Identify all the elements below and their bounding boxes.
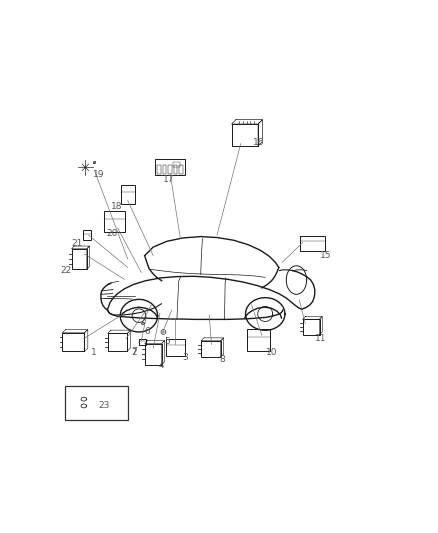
Bar: [120, 185, 135, 204]
Bar: [92, 161, 95, 163]
Bar: [145, 343, 162, 365]
Text: 3: 3: [183, 353, 188, 362]
Bar: [163, 165, 166, 174]
Text: 10: 10: [265, 348, 277, 357]
Text: 7: 7: [131, 347, 137, 356]
Text: 22: 22: [61, 266, 72, 276]
Text: 18: 18: [111, 202, 123, 211]
Bar: [168, 165, 172, 174]
Bar: [179, 165, 183, 174]
Bar: [108, 333, 127, 351]
Bar: [232, 124, 258, 146]
Text: 23: 23: [98, 401, 110, 410]
Text: 11: 11: [315, 334, 326, 343]
Bar: [201, 341, 221, 357]
Text: 17: 17: [162, 175, 174, 184]
Bar: [247, 329, 270, 351]
Bar: [173, 161, 180, 166]
Text: 1: 1: [91, 348, 97, 357]
Text: 6: 6: [144, 327, 150, 336]
Bar: [166, 339, 184, 356]
Text: 5: 5: [165, 337, 170, 346]
Bar: [174, 165, 177, 174]
Text: 15: 15: [320, 251, 332, 260]
Bar: [303, 319, 320, 335]
Bar: [83, 230, 91, 240]
Text: 21: 21: [71, 239, 82, 248]
Bar: [71, 249, 87, 269]
Bar: [104, 212, 125, 232]
Text: 4: 4: [159, 361, 165, 370]
Bar: [138, 339, 146, 345]
Bar: [62, 333, 85, 351]
Bar: [157, 165, 161, 174]
Text: 20: 20: [107, 229, 118, 238]
Text: 16: 16: [253, 139, 265, 148]
Text: 8: 8: [219, 355, 225, 364]
Bar: [300, 236, 325, 252]
Text: 19: 19: [93, 170, 105, 179]
Bar: [155, 159, 185, 175]
Text: 2: 2: [131, 348, 137, 357]
Bar: [65, 386, 128, 420]
